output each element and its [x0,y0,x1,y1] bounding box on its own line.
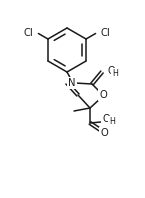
Text: O: O [99,90,107,100]
Text: O: O [107,66,115,76]
Text: O: O [102,114,110,124]
Text: H: H [109,116,115,126]
Text: Cl: Cl [101,28,110,37]
Text: N: N [68,78,76,88]
Text: H: H [112,69,118,77]
Text: Cl: Cl [24,28,33,37]
Text: O: O [100,128,108,138]
